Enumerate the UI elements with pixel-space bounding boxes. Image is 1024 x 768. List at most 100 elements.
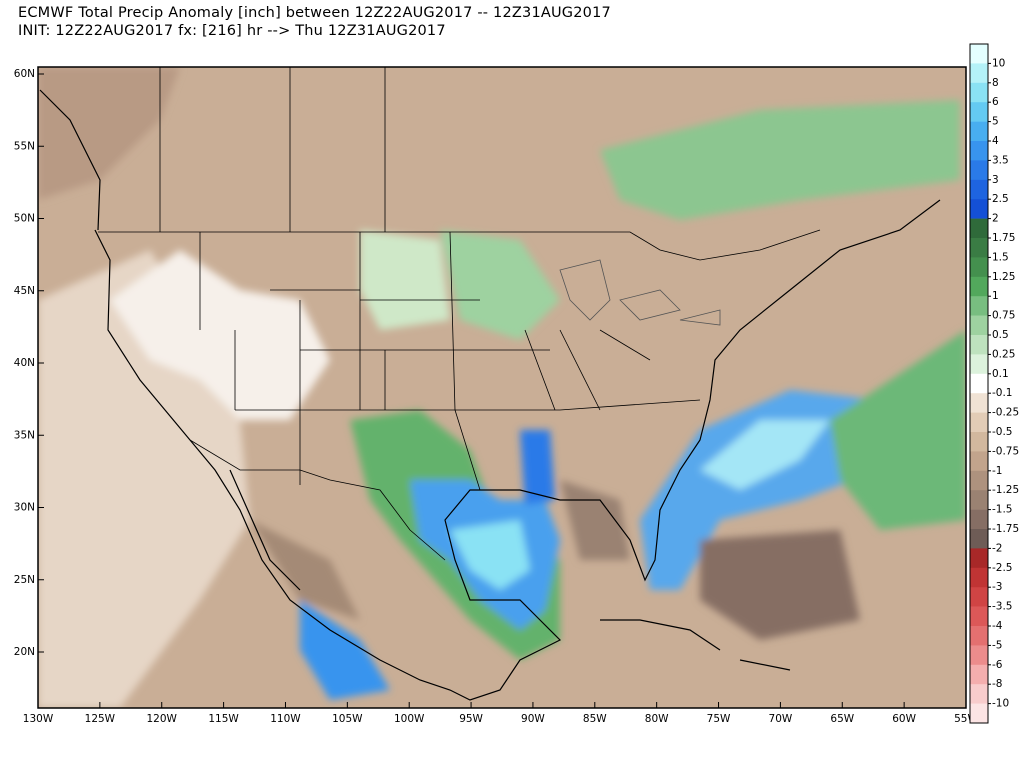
colorbar-swatch — [970, 393, 988, 413]
colorbar-label: -4 — [992, 620, 1003, 632]
colorbar-label: 10 — [992, 57, 1005, 69]
colorbar-label: -3 — [992, 581, 1002, 593]
title-line-1: ECMWF Total Precip Anomaly [inch] betwee… — [18, 5, 611, 21]
lakes — [559, 259, 721, 326]
colorbar-swatch — [970, 63, 988, 84]
colorbar-swatch — [970, 199, 988, 219]
colorbar-swatch — [970, 179, 988, 200]
colorbar-label: 1 — [992, 290, 999, 302]
lon-label: 95W — [459, 713, 483, 725]
colorbar-label: 1.5 — [992, 251, 1009, 263]
colorbar-swatch — [970, 218, 988, 239]
lat-label: 55N — [14, 140, 35, 152]
colorbar-swatch — [970, 703, 988, 724]
colorbar-swatch — [970, 160, 988, 181]
lon-label: 90W — [521, 713, 545, 725]
colorbar-label: -0.75 — [992, 445, 1019, 457]
borders — [98, 67, 821, 561]
colorbar-label: 1.75 — [992, 232, 1015, 244]
colorbar-swatch — [970, 432, 988, 452]
colorbar-swatch — [970, 44, 988, 64]
coastlines — [39, 89, 941, 701]
lon-label: 125W — [85, 713, 116, 725]
lon-label: 60W — [892, 713, 916, 725]
colorbar-swatch — [970, 102, 988, 122]
colorbar-label: -6 — [992, 659, 1003, 671]
colorbar-swatch — [970, 645, 988, 666]
colorbar-swatch — [970, 238, 988, 258]
lon-label: 120W — [147, 713, 178, 725]
colorbar-swatch — [970, 451, 988, 472]
colorbar-label: -5 — [992, 639, 1002, 651]
colorbar-swatch — [970, 412, 988, 433]
colorbar-swatch — [970, 509, 988, 530]
lon-label: 75W — [707, 713, 731, 725]
colorbar-swatch — [970, 354, 988, 375]
colorbar-label: -8 — [992, 678, 1002, 690]
colorbar-label: -10 — [992, 698, 1009, 710]
colorbar-label: 8 — [992, 77, 999, 89]
colorbar-swatch — [970, 257, 988, 278]
lat-label: 40N — [14, 357, 35, 369]
colorbar-label: -1.25 — [992, 484, 1019, 496]
colorbar-border — [969, 43, 989, 724]
colorbar-swatch — [970, 296, 988, 316]
colorbar-swatch — [970, 567, 988, 588]
colorbar-swatch — [970, 82, 988, 103]
colorbar-label: 0.75 — [992, 310, 1015, 322]
colorbar-swatch — [970, 276, 988, 297]
lon-label: 70W — [769, 713, 793, 725]
colorbar-swatch — [970, 121, 988, 142]
colorbar-swatch — [970, 587, 988, 607]
colorbar-swatch — [970, 664, 988, 685]
lon-label: 65W — [830, 713, 854, 725]
colorbar-label: 0.5 — [992, 329, 1009, 341]
colorbar-swatch — [970, 606, 988, 627]
colorbar-swatch — [970, 684, 988, 704]
lon-label: 100W — [394, 713, 425, 725]
lat-label: 35N — [14, 429, 35, 441]
colorbar-label: -0.5 — [992, 426, 1013, 438]
colorbar-label: 1.25 — [992, 271, 1015, 283]
colorbar-label: -2 — [992, 542, 1002, 554]
colorbar-label: 2.5 — [992, 193, 1009, 205]
colorbar-label: 3.5 — [992, 154, 1009, 166]
lat-label: 20N — [14, 646, 35, 658]
lon-label: 115W — [208, 713, 239, 725]
colorbar-label: 2 — [992, 213, 999, 225]
colorbar-swatch — [970, 470, 988, 491]
colorbar-swatch — [970, 141, 988, 161]
colorbar-swatch — [970, 315, 988, 336]
lon-label: 130W — [23, 713, 54, 725]
colorbar-swatch — [970, 373, 988, 394]
colorbar-label: -0.1 — [992, 387, 1013, 399]
lat-label: 60N — [14, 68, 35, 80]
colorbar-swatch — [970, 490, 988, 510]
colorbar-label: -0.25 — [992, 407, 1019, 419]
colorbar-label: -3.5 — [992, 601, 1013, 613]
lon-label: 105W — [332, 713, 363, 725]
colorbar-swatch — [970, 548, 988, 569]
lon-label: 85W — [583, 713, 607, 725]
colorbar-label: 5 — [992, 116, 999, 128]
lon-label: 80W — [645, 713, 669, 725]
colorbar: 10 8 6 5 4 3.5 3 2.5 2 1.75 1.5 1.25 1 0.75 0.5 0.25 0.1… — [969, 43, 1019, 724]
colorbar-label: 4 — [992, 135, 999, 147]
lon-label: 110W — [270, 713, 301, 725]
lat-label: 45N — [14, 285, 35, 297]
colorbar-swatch — [970, 529, 988, 549]
title-line-2: INIT: 12Z22AUG2017 fx: [216] hr --> Thu … — [18, 23, 446, 39]
colorbar-label: 0.1 — [992, 368, 1009, 380]
map-field — [38, 67, 966, 708]
lat-label: 30N — [14, 502, 35, 514]
colorbar-swatch — [970, 626, 988, 646]
colorbar-label: -1 — [992, 465, 1002, 477]
lat-label: 25N — [14, 574, 35, 586]
lat-label: 50N — [14, 213, 35, 225]
colorbar-label: -1.5 — [992, 504, 1013, 516]
map-frame — [37, 66, 967, 709]
colorbar-label: 6 — [992, 96, 999, 108]
colorbar-label: 3 — [992, 174, 999, 186]
